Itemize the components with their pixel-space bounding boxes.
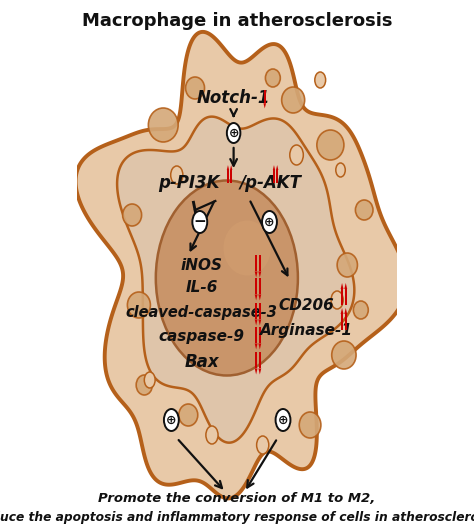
Ellipse shape	[123, 204, 142, 226]
Circle shape	[315, 72, 326, 88]
Text: Arginase-1: Arginase-1	[260, 322, 353, 338]
Circle shape	[144, 372, 155, 388]
Ellipse shape	[179, 404, 198, 426]
Bar	[345, 289, 347, 305]
Bar	[341, 289, 343, 305]
Bar	[259, 352, 261, 368]
Circle shape	[171, 166, 183, 184]
Circle shape	[336, 163, 345, 177]
Text: iNOS: iNOS	[181, 258, 223, 272]
Text: −: −	[193, 215, 206, 229]
Ellipse shape	[223, 220, 271, 276]
Polygon shape	[341, 308, 344, 314]
Polygon shape	[255, 295, 257, 300]
Ellipse shape	[299, 412, 321, 438]
Polygon shape	[117, 117, 355, 443]
Bar	[230, 170, 232, 183]
Ellipse shape	[186, 77, 204, 99]
Bar	[273, 170, 275, 183]
Polygon shape	[276, 165, 278, 170]
Bar	[259, 278, 261, 295]
Bar	[255, 256, 257, 271]
Polygon shape	[255, 343, 257, 349]
Text: ⊕: ⊕	[264, 216, 275, 228]
Text: Notch-1: Notch-1	[197, 89, 270, 107]
Text: caspase-9: caspase-9	[159, 329, 245, 345]
Polygon shape	[255, 319, 257, 326]
Text: Macrophage in atherosclerosis: Macrophage in atherosclerosis	[82, 12, 392, 30]
Circle shape	[331, 291, 343, 309]
Text: Bax: Bax	[184, 353, 219, 371]
Polygon shape	[75, 32, 406, 499]
Text: /p-AKT: /p-AKT	[240, 174, 302, 192]
Text: CD206: CD206	[279, 298, 335, 312]
Polygon shape	[255, 271, 257, 278]
Polygon shape	[258, 343, 261, 349]
Circle shape	[227, 123, 240, 143]
Bar	[255, 327, 257, 343]
Ellipse shape	[317, 130, 344, 160]
Ellipse shape	[356, 200, 373, 220]
Text: ⊕: ⊕	[166, 413, 177, 427]
Circle shape	[192, 211, 207, 233]
Bar	[264, 90, 266, 103]
Circle shape	[206, 426, 218, 444]
Polygon shape	[258, 368, 261, 375]
Circle shape	[275, 409, 291, 431]
Polygon shape	[258, 271, 261, 278]
Polygon shape	[255, 368, 257, 375]
Text: ⊕: ⊕	[228, 126, 239, 139]
Circle shape	[290, 145, 303, 165]
Text: cleaved-caspase-3: cleaved-caspase-3	[126, 306, 278, 320]
Bar	[276, 170, 278, 183]
Circle shape	[164, 409, 179, 431]
Text: ⊕: ⊕	[278, 413, 288, 427]
Text: IL-6: IL-6	[186, 280, 218, 296]
Polygon shape	[230, 165, 232, 170]
Ellipse shape	[332, 341, 356, 369]
Ellipse shape	[265, 69, 280, 87]
Polygon shape	[258, 319, 261, 326]
Text: p-PI3K: p-PI3K	[159, 174, 220, 192]
Polygon shape	[344, 308, 347, 314]
Text: Promote the conversion of M1 to M2,: Promote the conversion of M1 to M2,	[99, 492, 375, 505]
Bar	[255, 304, 257, 319]
Polygon shape	[273, 165, 275, 170]
Bar	[255, 278, 257, 295]
Polygon shape	[344, 283, 347, 289]
Text: reduce the apoptosis and inflammatory response of cells in atherosclerosis: reduce the apoptosis and inflammatory re…	[0, 511, 474, 523]
Bar	[341, 314, 343, 330]
Ellipse shape	[156, 180, 298, 376]
Polygon shape	[264, 103, 266, 108]
Bar	[259, 304, 261, 319]
Bar	[255, 352, 257, 368]
Ellipse shape	[136, 375, 153, 395]
Bar	[259, 327, 261, 343]
Ellipse shape	[148, 108, 178, 142]
Ellipse shape	[354, 301, 368, 319]
Polygon shape	[341, 283, 344, 289]
Bar	[259, 256, 261, 271]
Bar	[227, 170, 229, 183]
Ellipse shape	[337, 253, 357, 277]
Bar	[345, 314, 347, 330]
Ellipse shape	[282, 87, 305, 113]
Circle shape	[262, 211, 277, 233]
Ellipse shape	[128, 292, 150, 318]
Polygon shape	[258, 295, 261, 300]
Circle shape	[256, 436, 269, 454]
Polygon shape	[227, 165, 229, 170]
